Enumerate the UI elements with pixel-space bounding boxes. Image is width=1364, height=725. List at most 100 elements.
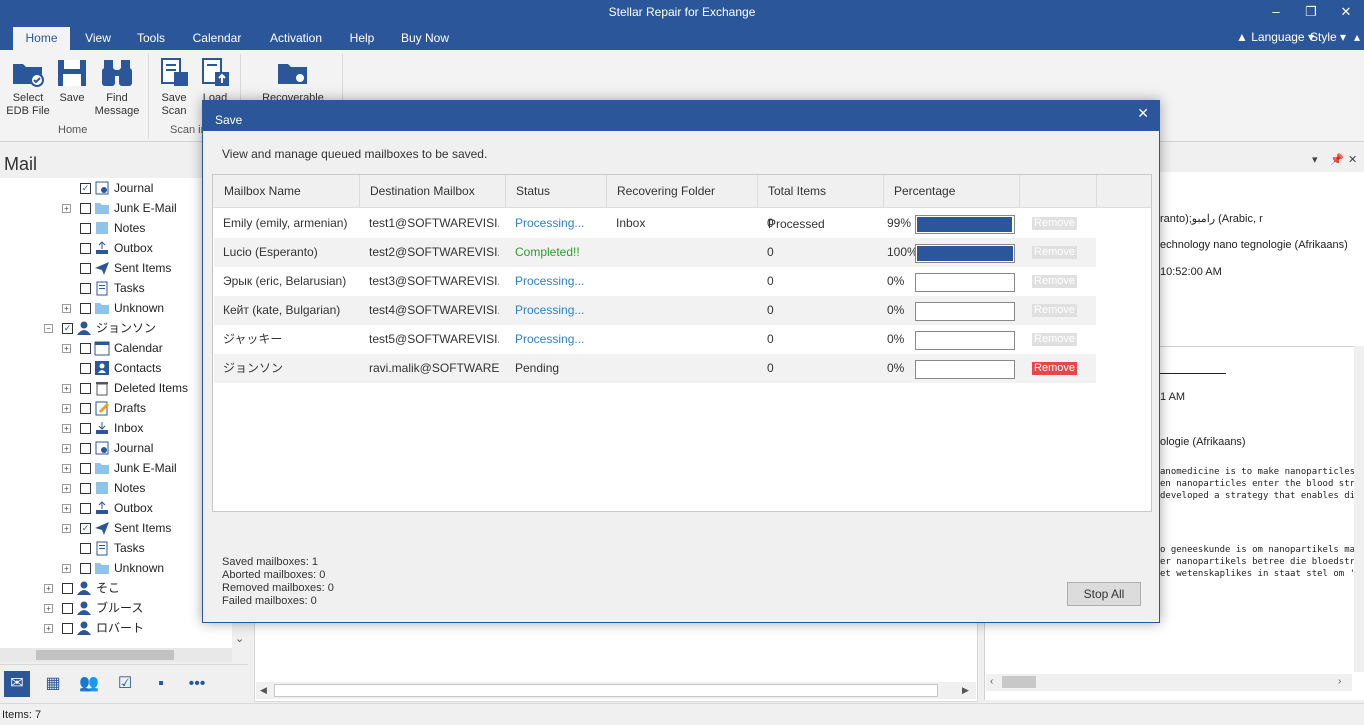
tab-view[interactable]: View xyxy=(85,31,111,45)
tree-checkbox[interactable] xyxy=(80,203,91,214)
tree-checkbox[interactable] xyxy=(80,363,91,374)
tree-checkbox[interactable]: ✓ xyxy=(80,183,91,194)
tree-checkbox[interactable] xyxy=(80,443,91,454)
expand-icon[interactable]: + xyxy=(62,444,71,453)
remove-button[interactable]: Remove xyxy=(1032,333,1077,346)
tree-node[interactable]: Tasks xyxy=(0,278,232,298)
tree-node[interactable]: + Outbox xyxy=(0,498,232,518)
stop-all-button[interactable]: Stop All xyxy=(1067,582,1141,606)
tree-node[interactable]: + Unknown xyxy=(0,558,232,578)
table-row[interactable]: ジョンソン ravi.malik@SOFTWARE... Pending 0 0% Rem… xyxy=(214,354,1096,383)
table-row[interactable]: Эрык (eric, Belarusian) test3@SOFTWAREVIS… xyxy=(214,267,1096,296)
expand-icon[interactable]: + xyxy=(62,304,71,313)
tree-node[interactable]: + Deleted Items xyxy=(0,378,232,398)
remove-button[interactable]: Remove xyxy=(1032,275,1077,288)
remove-button[interactable]: Remove xyxy=(1032,217,1077,230)
tree-horizontal-scrollbar[interactable] xyxy=(0,648,232,662)
expand-icon[interactable]: + xyxy=(62,384,71,393)
table-row[interactable]: Emily (emily, armenian) test1@SOFTWAREVIS… xyxy=(214,209,1096,238)
style-menu[interactable]: Style ▾ xyxy=(1310,30,1347,44)
close-pane-icon[interactable]: ✕ xyxy=(1348,154,1358,166)
tree-node[interactable]: + Unknown xyxy=(0,298,232,318)
tree-node[interactable]: + ✓ Sent Items xyxy=(0,518,232,538)
remove-button[interactable]: Remove xyxy=(1032,246,1077,259)
expand-icon[interactable]: + xyxy=(62,404,71,413)
more-nav-icon[interactable]: ••• xyxy=(188,675,206,692)
col-destination-mailbox[interactable]: Destination Mailbox xyxy=(360,175,506,208)
minimize-button[interactable]: – xyxy=(1272,4,1280,19)
restore-button[interactable]: ❐ xyxy=(1305,4,1317,19)
table-row[interactable]: ジャッキー test5@SOFTWAREVISI... Processing... 0… xyxy=(214,325,1096,354)
tree-node[interactable]: + ロバート xyxy=(0,618,232,638)
tab-calendar[interactable]: Calendar xyxy=(192,31,242,45)
scroll-thumb[interactable] xyxy=(36,650,174,660)
tree-node[interactable]: + Junk E-Mail xyxy=(0,458,232,478)
scroll-left-icon[interactable]: ◀ xyxy=(260,685,267,695)
expand-icon[interactable]: − xyxy=(44,324,53,333)
expand-icon[interactable]: + xyxy=(62,484,71,493)
pane-dropdown-icon[interactable]: ▾ xyxy=(1312,154,1318,166)
tree-checkbox[interactable] xyxy=(80,463,91,474)
calendar-nav-icon[interactable]: ▦ xyxy=(45,675,61,692)
tree-node[interactable]: Notes xyxy=(0,218,232,238)
tree-node[interactable]: Outbox xyxy=(0,238,232,258)
tree-node[interactable]: + Drafts xyxy=(0,398,232,418)
scroll-right-icon[interactable]: › xyxy=(1338,676,1342,687)
tree-node[interactable]: + Notes xyxy=(0,478,232,498)
expand-icon[interactable]: + xyxy=(62,564,71,573)
tree-checkbox[interactable] xyxy=(80,343,91,354)
tree-node[interactable]: + Inbox xyxy=(0,418,232,438)
preview-vertical-scrollbar[interactable] xyxy=(1354,346,1364,672)
tree-checkbox[interactable] xyxy=(62,623,73,634)
tree-checkbox[interactable] xyxy=(80,483,91,494)
col-status[interactable]: Status xyxy=(506,175,607,208)
preview-horizontal-scrollbar[interactable]: ‹ › xyxy=(986,674,1352,691)
tab-activation[interactable]: Activation xyxy=(269,31,323,45)
expand-icon[interactable]: + xyxy=(44,604,53,613)
tree-checkbox[interactable] xyxy=(62,603,73,614)
table-row[interactable]: Lucio (Esperanto) test2@SOFTWAREVISI... Co… xyxy=(214,238,1096,267)
remove-button[interactable]: Remove xyxy=(1032,304,1077,317)
tree-checkbox[interactable] xyxy=(80,543,91,554)
tab-home[interactable]: Home xyxy=(13,27,70,50)
tree-node[interactable]: + そこ xyxy=(0,578,232,598)
scroll-left-icon[interactable]: ‹ xyxy=(990,676,994,687)
tree-node[interactable]: Sent Items xyxy=(0,258,232,278)
expand-icon[interactable]: + xyxy=(62,524,71,533)
tree-node[interactable]: ✓ Journal xyxy=(0,178,232,198)
tab-buy-now[interactable]: Buy Now xyxy=(400,31,450,45)
tree-node[interactable]: Contacts xyxy=(0,358,232,378)
tree-checkbox[interactable] xyxy=(80,383,91,394)
tree-checkbox[interactable] xyxy=(80,283,91,294)
col-total-items[interactable]: Total Items Processed xyxy=(758,175,884,231)
tree-node[interactable]: + Junk E-Mail xyxy=(0,198,232,218)
tree-node[interactable]: + Calendar xyxy=(0,338,232,358)
ribbon-collapse-icon[interactable]: ▴ xyxy=(1354,30,1361,44)
expand-icon[interactable]: + xyxy=(44,624,53,633)
message-list-horizontal-scrollbar[interactable]: ◀ ▶ xyxy=(256,682,976,699)
save-scan-button[interactable]: Save Scan xyxy=(156,56,192,118)
scroll-right-icon[interactable]: ▶ xyxy=(962,685,969,695)
table-row[interactable]: Кейт (kate, Bulgarian) test4@SOFTWAREVISI… xyxy=(214,296,1096,325)
scroll-thumb[interactable] xyxy=(274,684,938,697)
tasks-nav-icon[interactable]: ☑ xyxy=(117,675,133,692)
expand-icon[interactable]: + xyxy=(62,424,71,433)
expand-icon[interactable]: + xyxy=(62,504,71,513)
remove-button[interactable]: Remove xyxy=(1032,362,1077,375)
tree-checkbox[interactable] xyxy=(80,563,91,574)
tab-tools[interactable]: Tools xyxy=(136,31,165,45)
dialog-close-icon[interactable]: ✕ xyxy=(1137,105,1149,121)
expand-icon[interactable]: + xyxy=(62,464,71,473)
expand-icon[interactable]: + xyxy=(62,344,71,353)
tree-node[interactable]: − ✓ ジョンソン xyxy=(0,318,232,338)
recoverable-button[interactable]: Recoverable xyxy=(256,56,330,105)
tab-help[interactable]: Help xyxy=(349,31,375,45)
col-recovering-folder[interactable]: Recovering Folder xyxy=(607,175,758,208)
notes-nav-icon[interactable]: ▪ xyxy=(158,675,164,692)
close-window-button[interactable]: ✕ xyxy=(1340,4,1352,19)
pin-icon[interactable]: 📌 xyxy=(1330,154,1344,166)
load-scan-button[interactable]: Load xyxy=(198,56,232,105)
tree-checkbox[interactable] xyxy=(80,503,91,514)
tree-checkbox[interactable] xyxy=(62,583,73,594)
tree-checkbox[interactable] xyxy=(80,263,91,274)
